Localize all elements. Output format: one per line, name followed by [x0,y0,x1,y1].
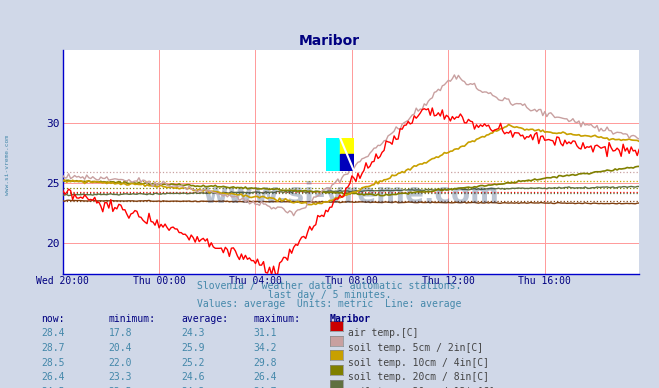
Text: 28.4: 28.4 [41,328,65,338]
Text: 25.2: 25.2 [181,358,205,368]
Text: soil temp. 10cm / 4in[C]: soil temp. 10cm / 4in[C] [348,358,489,368]
Text: soil temp. 5cm / 2in[C]: soil temp. 5cm / 2in[C] [348,343,483,353]
Text: now:: now: [41,314,65,324]
Text: 23.5: 23.5 [109,387,132,388]
Text: maximum:: maximum: [254,314,301,324]
Text: 24.2: 24.2 [181,387,205,388]
Text: 22.0: 22.0 [109,358,132,368]
Text: air temp.[C]: air temp.[C] [348,328,418,338]
Text: www.si-vreme.com: www.si-vreme.com [202,182,500,210]
Text: 34.2: 34.2 [254,343,277,353]
Text: www.si-vreme.com: www.si-vreme.com [5,135,11,195]
Text: Slovenia / weather data - automatic stations.: Slovenia / weather data - automatic stat… [197,281,462,291]
Text: Maribor: Maribor [299,34,360,48]
Text: 17.8: 17.8 [109,328,132,338]
Text: Maribor: Maribor [330,314,370,324]
Text: 26.4: 26.4 [254,372,277,383]
Text: 24.3: 24.3 [181,328,205,338]
Polygon shape [340,154,354,171]
Text: 24.5: 24.5 [41,387,65,388]
Text: 31.1: 31.1 [254,328,277,338]
Polygon shape [340,138,354,154]
Text: 25.9: 25.9 [181,343,205,353]
Text: soil temp. 30cm / 12in[C]: soil temp. 30cm / 12in[C] [348,387,495,388]
Text: soil temp. 20cm / 8in[C]: soil temp. 20cm / 8in[C] [348,372,489,383]
Text: 24.6: 24.6 [181,372,205,383]
Text: minimum:: minimum: [109,314,156,324]
Text: Values: average  Units: metric  Line: average: Values: average Units: metric Line: aver… [197,299,462,309]
Text: 20.4: 20.4 [109,343,132,353]
Text: average:: average: [181,314,228,324]
Text: 29.8: 29.8 [254,358,277,368]
Text: 23.3: 23.3 [109,372,132,383]
Text: 24.7: 24.7 [254,387,277,388]
Text: 28.7: 28.7 [41,343,65,353]
Text: 26.4: 26.4 [41,372,65,383]
Text: last day / 5 minutes.: last day / 5 minutes. [268,290,391,300]
Polygon shape [326,138,340,171]
Text: 28.5: 28.5 [41,358,65,368]
